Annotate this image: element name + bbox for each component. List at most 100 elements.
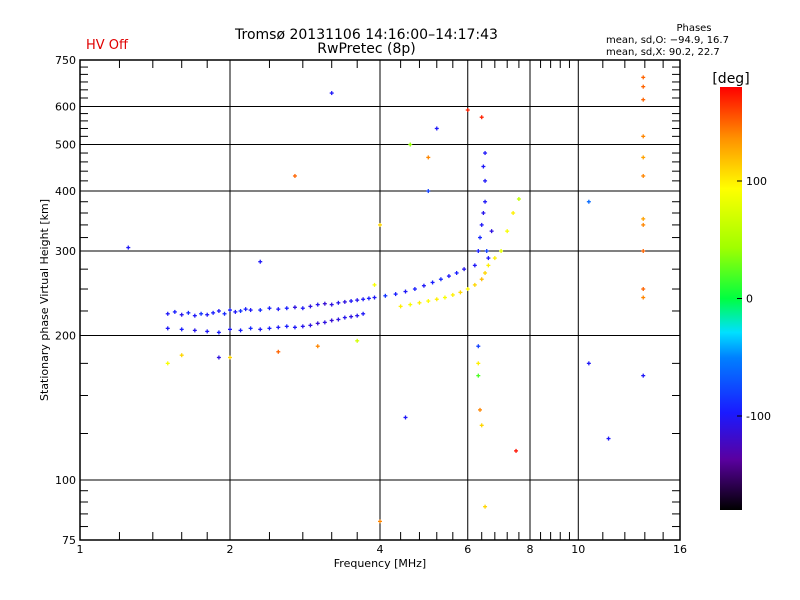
data-point [192,328,197,333]
data-point [516,197,521,202]
data-point [329,302,334,307]
data-point [228,355,232,360]
x-tick-label: 6 [464,543,471,556]
phases-summary: Phases mean, sd,O: −94.9, 16.7 mean, sd,… [606,23,782,59]
data-point [434,126,439,131]
data-point [216,330,221,335]
data-point [472,282,477,287]
data-point [276,307,281,312]
data-point [421,283,426,288]
data-point [484,249,489,254]
data-point [292,305,297,310]
data-point [222,311,227,316]
data-point [228,308,232,313]
chart-title: Tromsø 20131106 14:16:00–14:17:43 [235,27,498,43]
y-tick-label: 750 [55,54,76,67]
x-tick-label: 16 [673,543,687,556]
data-point [165,361,170,366]
data-point [228,327,232,332]
data-point [586,199,591,204]
colorbar [720,87,742,510]
x-tick-label: 2 [227,543,234,556]
hv-status: HV Off [86,38,128,53]
data-point [179,327,184,332]
data-point [465,287,470,292]
data-point [308,304,313,309]
plot-frame [79,59,681,541]
data-point [417,300,422,305]
x-tick-label: 8 [527,543,534,556]
data-point [366,296,371,301]
data-point [238,328,243,333]
data-point [179,312,184,317]
phases-x: mean, sd,X: 90.2, 22.7 [606,47,720,58]
data-point [438,277,443,282]
y-tick-label: 200 [55,330,76,343]
data-point [315,302,320,307]
data-point [472,263,477,268]
data-point [205,329,210,334]
y-tick-label: 300 [55,245,76,258]
data-point [479,277,484,282]
data-point [216,308,221,313]
data-point [284,324,289,329]
data-point [641,134,646,139]
data-point [292,325,297,330]
data-point [276,349,281,354]
data-point [258,308,263,313]
phases-title: Phases [676,23,712,34]
data-point [478,407,483,412]
data-point [481,211,486,216]
data-point [243,307,248,312]
data-point [511,211,516,216]
data-point [248,326,253,331]
data-point [165,326,170,331]
data-point [476,361,481,366]
data-point [233,309,238,314]
data-point [641,222,646,227]
y-axis-label: Stationary phase Virtual Height [km] [38,199,51,401]
data-point [300,324,305,329]
data-point [446,274,451,279]
data-point [216,355,221,360]
data-point [315,321,320,326]
data-point [505,229,510,234]
data-point [403,415,408,420]
data-point [361,311,366,316]
data-point [514,448,519,453]
data-point [172,309,177,314]
phases-o: mean, sd,O: −94.9, 16.7 [606,35,729,46]
data-point [430,280,435,285]
data-point [606,436,611,441]
chart-subtitle: RwPretec (8p) [317,41,416,57]
data-point [355,338,360,343]
data-point [322,320,327,325]
data-point [641,216,646,221]
data-point [408,142,413,147]
data-point [403,289,408,294]
data-point [308,323,313,328]
data-point [499,249,504,254]
data-point [486,256,491,261]
data-point [329,91,334,96]
data-point [481,164,486,169]
colorbar-label: [deg] [712,71,749,87]
data-point [276,325,281,330]
x-axis-label: Frequency [MHz] [334,557,426,570]
data-point [336,300,341,305]
data-point [492,256,497,261]
data-point [179,353,184,358]
data-point [641,295,646,300]
data-point [458,290,463,295]
data-point [454,270,459,275]
data-point [361,297,366,302]
data-point [462,267,467,272]
data-point [483,504,488,509]
data-point [479,115,484,120]
data-point [641,84,646,89]
data-point [476,249,481,254]
x-tick-label: 10 [571,543,585,556]
data-point [476,344,481,349]
